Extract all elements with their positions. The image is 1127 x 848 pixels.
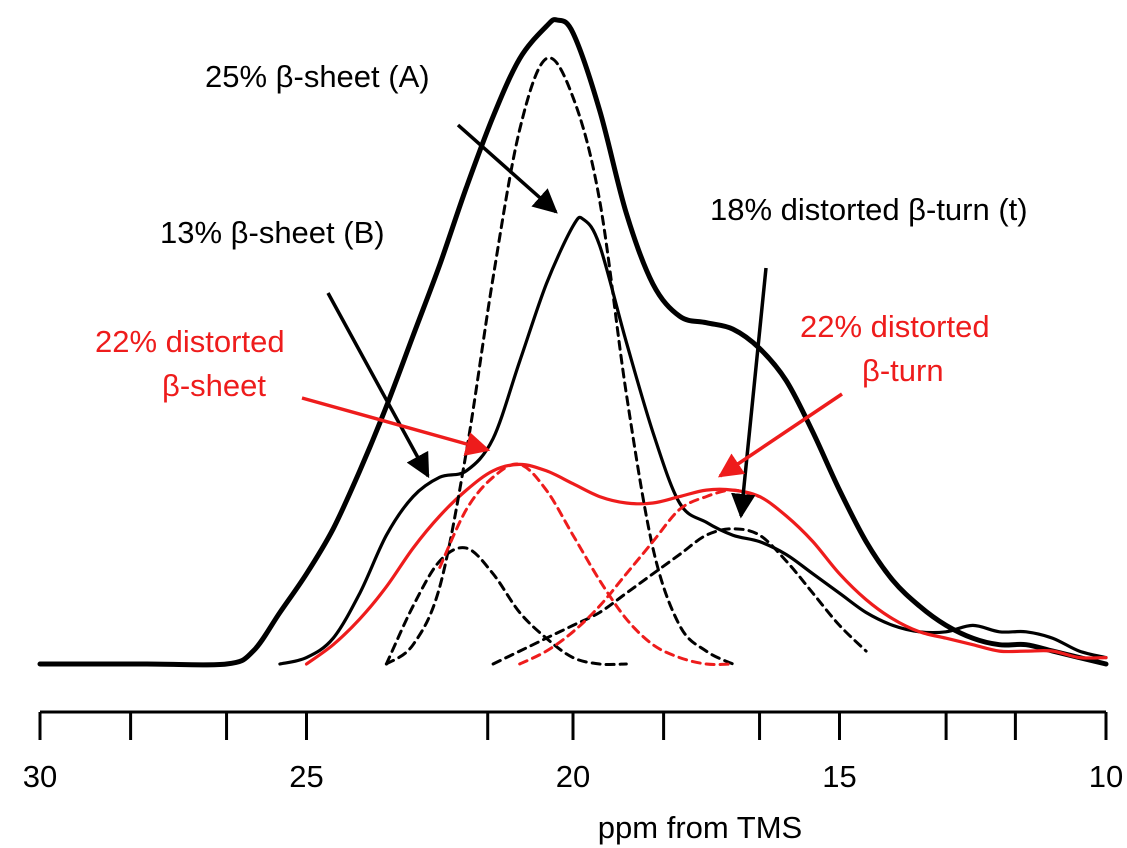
x-tick-label-3: 15 xyxy=(822,759,856,794)
series-line-2 xyxy=(304,462,1108,666)
x-tick-label-2: 20 xyxy=(556,759,590,794)
x-tick-label-4: 10 xyxy=(1089,759,1123,794)
annotation-beta-sheet-a: 25% β-sheet (A) xyxy=(205,59,430,94)
annotation-distorted-beta-turn-line1: 22% distorted xyxy=(800,309,990,344)
series-line-4 xyxy=(384,546,628,666)
annotation-distorted-beta-sheet-line2: β-sheet xyxy=(162,368,266,403)
arrow-distorted-beta-turn-t xyxy=(731,267,768,519)
arrow-distorted-beta-sheet xyxy=(301,396,491,456)
series-line-0 xyxy=(37,17,1109,668)
series-line-5 xyxy=(491,527,868,666)
annotation-distorted-beta-turn-line2: β-turn xyxy=(862,353,944,388)
series-line-3 xyxy=(384,56,735,666)
arrow-beta-sheet-a xyxy=(456,123,558,214)
x-axis-title: ppm from TMS xyxy=(598,810,802,845)
series-line-6 xyxy=(438,462,735,666)
x-tick-label-1: 25 xyxy=(289,759,323,794)
annotation-distorted-beta-turn-t: 18% distorted β-turn (t) xyxy=(710,192,1028,227)
series-layer xyxy=(37,17,1109,668)
series-line-7 xyxy=(518,488,762,666)
x-tick-label-0: 30 xyxy=(23,759,57,794)
arrow-distorted-beta-turn xyxy=(717,392,843,478)
arrow-beta-sheet-b xyxy=(326,292,430,479)
series-line-1 xyxy=(278,215,1108,666)
annotation-distorted-beta-sheet-line1: 22% distorted xyxy=(95,324,285,359)
x-axis: 30 25 20 15 10 xyxy=(23,710,1123,794)
annotation-beta-sheet-b: 13% β-sheet (B) xyxy=(160,215,385,250)
annotations: 25% β-sheet (A) 13% β-sheet (B) 18% dist… xyxy=(95,59,1028,519)
